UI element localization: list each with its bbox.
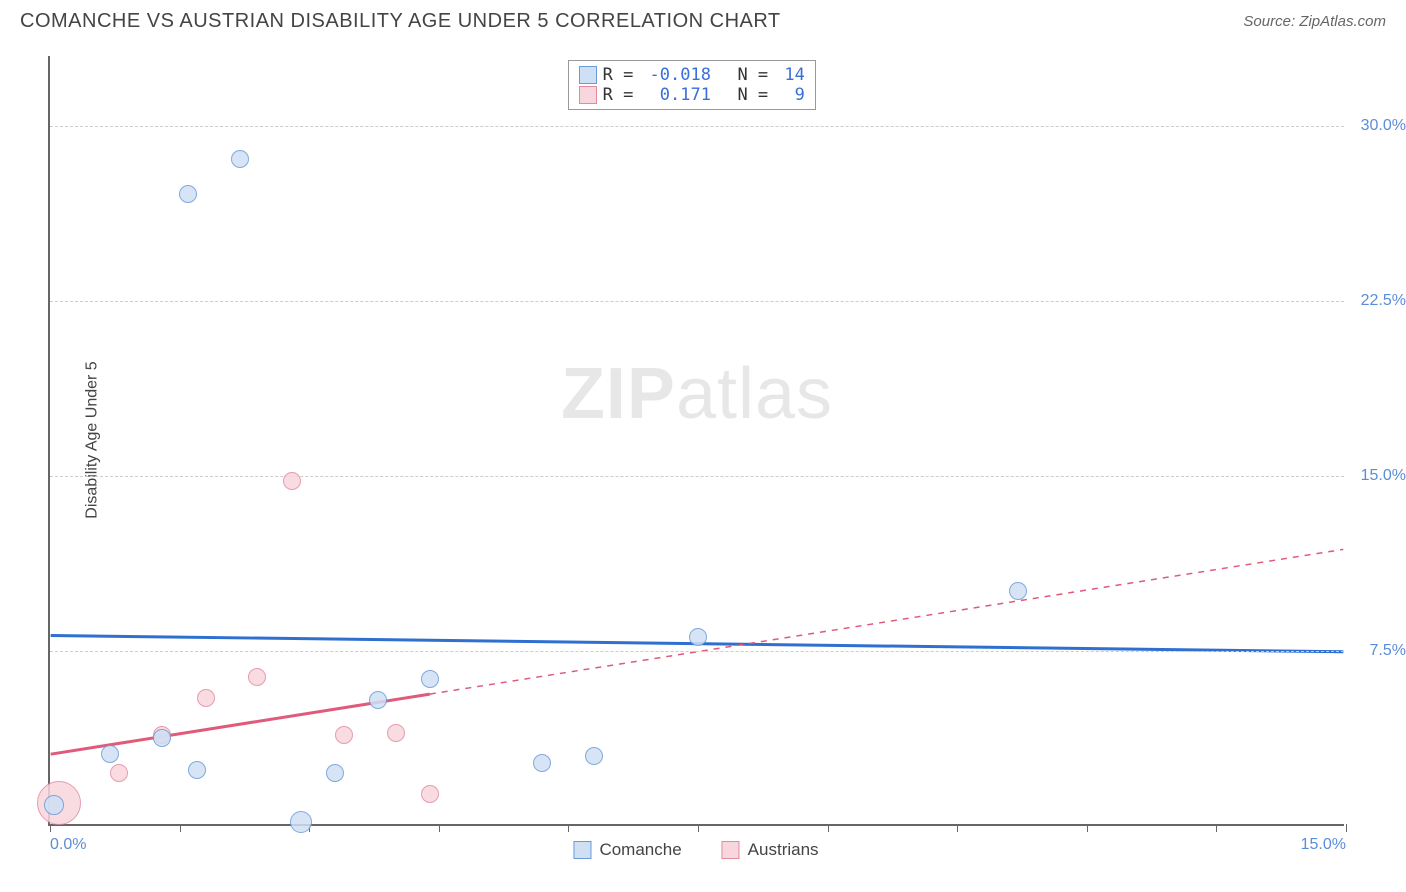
legend-item: Comanche	[573, 840, 681, 860]
stats-n-value: 9	[784, 85, 804, 105]
comanche-point	[585, 747, 603, 765]
y-tick-label: 15.0%	[1361, 467, 1406, 485]
comanche-point	[101, 745, 119, 763]
comanche-point	[188, 761, 206, 779]
y-tick-label: 22.5%	[1361, 292, 1406, 310]
stats-r-value: 0.171	[650, 85, 711, 105]
x-tick	[1346, 824, 1347, 832]
austrians-point	[248, 668, 266, 686]
x-tick	[698, 824, 699, 832]
austrians-point	[283, 472, 301, 490]
plot-area: Disability Age Under 5 ZIPatlas R = -0.0…	[48, 56, 1344, 826]
watermark-zip: ZIP	[561, 354, 676, 434]
austrians-point	[335, 726, 353, 744]
gridline	[50, 476, 1344, 477]
austrians-point	[421, 785, 439, 803]
x-tick	[1087, 824, 1088, 832]
x-tick	[957, 824, 958, 832]
watermark: ZIPatlas	[561, 353, 833, 435]
gridline	[50, 651, 1344, 652]
comanche-point	[369, 691, 387, 709]
comanche-point	[689, 628, 707, 646]
comanche-point	[1009, 582, 1027, 600]
x-tick	[568, 824, 569, 832]
x-tick-label: 0.0%	[50, 836, 86, 854]
chart-source: Source: ZipAtlas.com	[1243, 13, 1386, 30]
source-prefix: Source:	[1243, 13, 1299, 30]
legend-label: Austrians	[748, 840, 819, 860]
chart-title: COMANCHE VS AUSTRIAN DISABILITY AGE UNDE…	[20, 10, 781, 33]
legend: Comanche Austrians	[573, 840, 818, 860]
y-tick-label: 7.5%	[1370, 642, 1406, 660]
comanche-point	[421, 670, 439, 688]
stats-n-value: 14	[784, 65, 804, 85]
gridline	[50, 301, 1344, 302]
chart-container: Disability Age Under 5 ZIPatlas R = -0.0…	[48, 56, 1344, 826]
stats-box: R = -0.018 N = 14R = 0.171 N = 9	[568, 60, 816, 110]
comanche-point	[153, 729, 171, 747]
comanche-point	[44, 795, 64, 815]
legend-item: Austrians	[722, 840, 819, 860]
legend-swatch	[573, 841, 591, 859]
stats-row: R = 0.171 N = 9	[579, 85, 805, 105]
comanche-point	[231, 150, 249, 168]
x-tick	[180, 824, 181, 832]
stats-swatch	[579, 86, 597, 104]
legend-swatch	[722, 841, 740, 859]
austrians-trendline-extrapolated	[430, 549, 1343, 694]
comanche-point	[179, 185, 197, 203]
x-tick-label: 15.0%	[1301, 836, 1346, 854]
x-tick	[439, 824, 440, 832]
y-tick-label: 30.0%	[1361, 117, 1406, 135]
stats-r-label: R =	[603, 85, 644, 105]
stats-r-label: R =	[603, 65, 644, 85]
x-tick	[50, 824, 51, 832]
austrians-point	[197, 689, 215, 707]
stats-swatch	[579, 66, 597, 84]
source-name: ZipAtlas.com	[1299, 13, 1386, 30]
x-tick	[1216, 824, 1217, 832]
stats-row: R = -0.018 N = 14	[579, 65, 805, 85]
legend-label: Comanche	[599, 840, 681, 860]
stats-n-label: N =	[717, 65, 778, 85]
austrians-point	[387, 724, 405, 742]
austrians-point	[110, 764, 128, 782]
gridline	[50, 126, 1344, 127]
chart-header: COMANCHE VS AUSTRIAN DISABILITY AGE UNDE…	[0, 0, 1406, 39]
y-axis-title: Disability Age Under 5	[84, 361, 102, 518]
comanche-point	[326, 764, 344, 782]
comanche-point	[290, 811, 312, 833]
stats-r-value: -0.018	[650, 65, 711, 85]
stats-n-label: N =	[717, 85, 778, 105]
watermark-atlas: atlas	[676, 354, 833, 434]
comanche-point	[533, 754, 551, 772]
trend-lines	[50, 56, 1344, 824]
x-tick	[828, 824, 829, 832]
